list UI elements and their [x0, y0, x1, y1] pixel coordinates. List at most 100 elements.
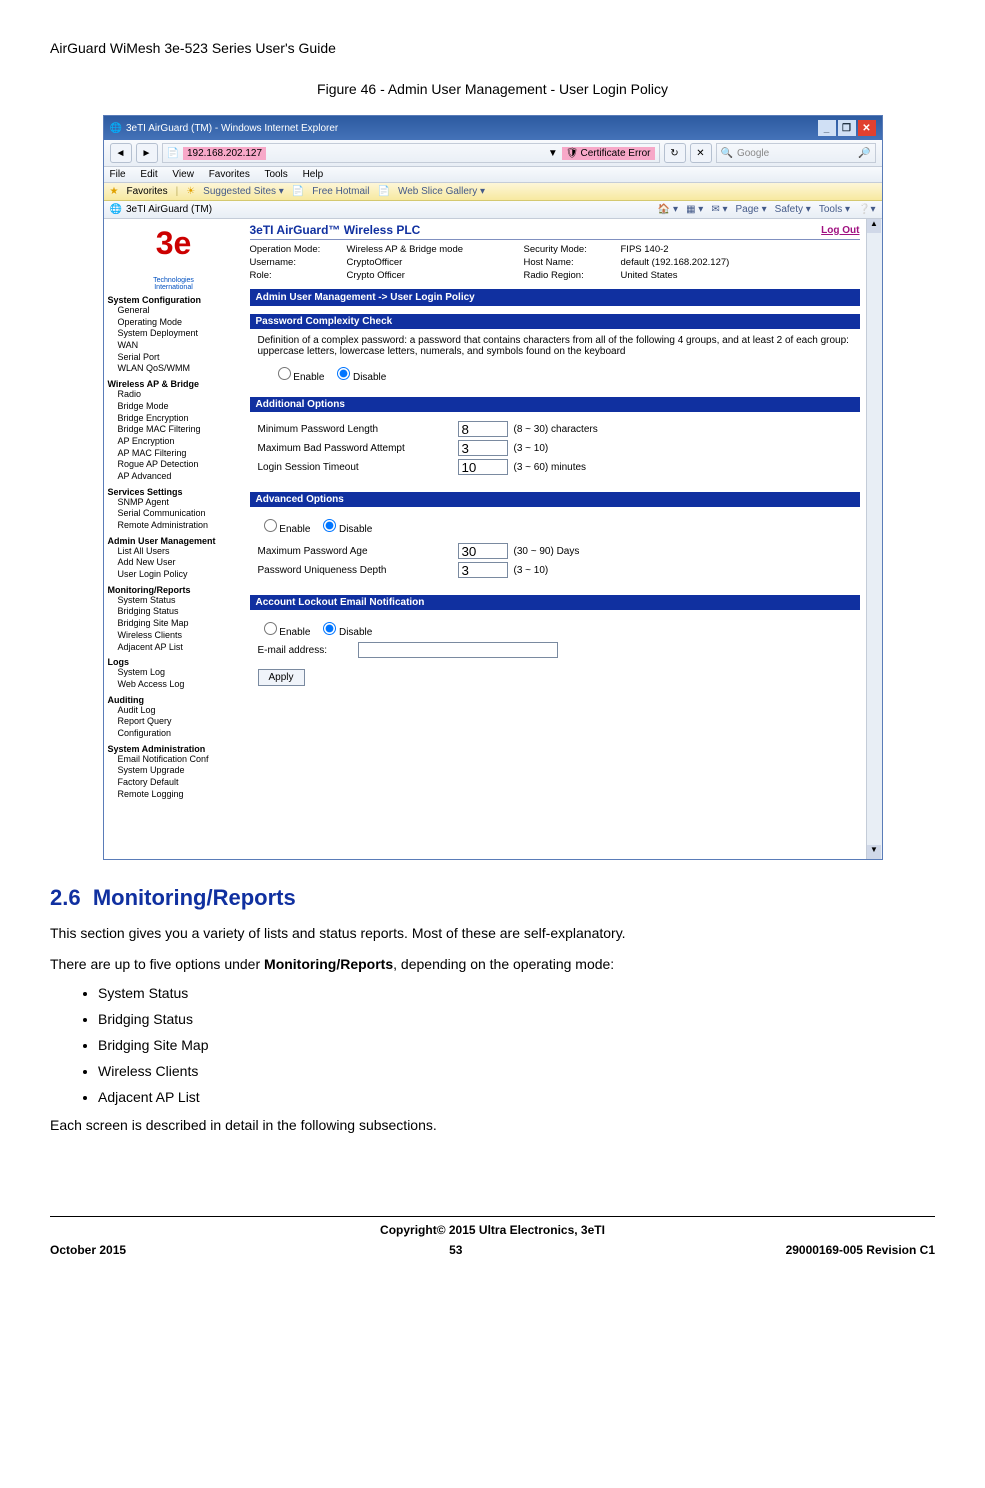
scroll-up-icon[interactable]: ▲	[867, 219, 881, 233]
page-menu[interactable]: Page ▾	[736, 204, 767, 215]
menu-view[interactable]: View	[172, 169, 194, 180]
menu-edit[interactable]: Edit	[140, 169, 157, 180]
list-item: Bridging Status	[98, 1011, 935, 1027]
help-icon[interactable]: ❔▾	[858, 204, 875, 215]
dropdown-icon[interactable]: ▼	[548, 148, 558, 159]
web-slice-link[interactable]: Web Slice Gallery ▾	[398, 186, 485, 197]
sidebar-item[interactable]: System Upgrade	[108, 765, 240, 777]
min-len-input[interactable]	[458, 421, 508, 437]
divider-icon: |	[176, 186, 179, 197]
body-para-1: This section gives you a variety of list…	[50, 923, 935, 944]
window-title: 3eTI AirGuard (TM) - Windows Internet Ex…	[126, 123, 338, 134]
logout-link[interactable]: Log Out	[821, 225, 859, 236]
cert-error-badge[interactable]: 🛡 Certificate Error	[562, 147, 655, 160]
sidebar-item[interactable]: System Log	[108, 667, 240, 679]
uniq-input[interactable]	[458, 562, 508, 578]
menu-help[interactable]: Help	[303, 169, 324, 180]
sidebar-group: Auditing	[108, 695, 240, 705]
sidebar-item[interactable]: WLAN QoS/WMM	[108, 363, 240, 375]
sidebar-item[interactable]: AP Advanced	[108, 471, 240, 483]
pwd-disable-radio[interactable]: Disable	[337, 372, 386, 383]
op-mode-value: Wireless AP & Bridge mode	[347, 244, 522, 255]
refresh-button[interactable]: ↻	[664, 143, 686, 163]
max-bad-input[interactable]	[458, 440, 508, 456]
timeout-label: Login Session Timeout	[258, 462, 458, 473]
stop-button[interactable]: ✕	[690, 143, 712, 163]
list-item: Bridging Site Map	[98, 1037, 935, 1053]
sidebar-item[interactable]: Bridging Site Map	[108, 618, 240, 630]
scrollbar[interactable]: ▲ ▼	[866, 219, 882, 859]
search-placeholder: Google	[737, 148, 769, 159]
max-bad-label: Maximum Bad Password Attempt	[258, 443, 458, 454]
adv-enable-radio[interactable]: Enable	[264, 524, 311, 535]
home-icon[interactable]: 🏠 ▾	[658, 204, 678, 215]
sidebar-item[interactable]: Remote Administration	[108, 520, 240, 532]
sidebar-item[interactable]: Email Notification Conf	[108, 754, 240, 766]
sidebar-item[interactable]: System Status	[108, 595, 240, 607]
sidebar-item[interactable]: Serial Port	[108, 352, 240, 364]
sidebar-group: Logs	[108, 657, 240, 667]
pwd-enable-radio[interactable]: Enable	[278, 372, 325, 383]
menu-tools[interactable]: Tools	[264, 169, 287, 180]
menu-favorites[interactable]: Favorites	[209, 169, 250, 180]
tools-menu[interactable]: Tools ▾	[819, 204, 850, 215]
tab-title[interactable]: 3eTI AirGuard (TM)	[126, 204, 212, 215]
star-icon[interactable]: ★	[110, 186, 119, 197]
email-input[interactable]	[358, 642, 558, 658]
scroll-down-icon[interactable]: ▼	[867, 845, 881, 859]
max-age-hint: (30 ~ 90) Days	[514, 546, 580, 557]
list-item: Adjacent AP List	[98, 1089, 935, 1105]
timeout-input[interactable]	[458, 459, 508, 475]
sidebar-item[interactable]: Configuration	[108, 728, 240, 740]
sidebar-item[interactable]: AP Encryption	[108, 436, 240, 448]
sidebar-item[interactable]: List All Users	[108, 546, 240, 558]
sidebar-item[interactable]: WAN	[108, 340, 240, 352]
cert-error-text: Certificate Error	[580, 148, 650, 159]
sidebar-item[interactable]: Remote Logging	[108, 789, 240, 801]
lock-disable-radio[interactable]: Disable	[323, 627, 372, 638]
free-hotmail-link[interactable]: Free Hotmail	[312, 186, 369, 197]
favorites-bar: ★ Favorites | ☀ Suggested Sites ▾ 📄 Free…	[104, 183, 882, 201]
sidebar-item[interactable]: Radio	[108, 389, 240, 401]
sidebar-item[interactable]: Operating Mode	[108, 317, 240, 329]
search-go-icon[interactable]: 🔎	[858, 148, 870, 159]
sidebar-item[interactable]: Bridge Mode	[108, 401, 240, 413]
close-button[interactable]: ✕	[858, 120, 876, 136]
sidebar-item[interactable]: System Deployment	[108, 328, 240, 340]
sidebar-item[interactable]: Bridge MAC Filtering	[108, 424, 240, 436]
sidebar-item[interactable]: Serial Communication	[108, 508, 240, 520]
max-age-input[interactable]	[458, 543, 508, 559]
sidebar-item[interactable]: Bridge Encryption	[108, 413, 240, 425]
search-box[interactable]: 🔍 Google 🔎	[716, 143, 876, 163]
address-bar[interactable]: 📄 192.168.202.127 ▼ 🛡 Certificate Error	[162, 143, 660, 163]
sec-mode-label: Security Mode:	[524, 244, 619, 255]
sidebar-item[interactable]: Report Query	[108, 716, 240, 728]
sidebar-item[interactable]: Web Access Log	[108, 679, 240, 691]
sidebar-item[interactable]: Adjacent AP List	[108, 642, 240, 654]
minimize-button[interactable]: _	[818, 120, 836, 136]
lock-enable-radio[interactable]: Enable	[264, 627, 311, 638]
sidebar-item[interactable]: Factory Default	[108, 777, 240, 789]
sidebar-item[interactable]: Rogue AP Detection	[108, 459, 240, 471]
footer-rev: 29000169-005 Revision C1	[786, 1243, 935, 1257]
menu-file[interactable]: File	[110, 169, 126, 180]
adv-disable-radio[interactable]: Disable	[323, 524, 372, 535]
sidebar-item[interactable]: AP MAC Filtering	[108, 448, 240, 460]
sidebar-item[interactable]: Add New User	[108, 557, 240, 569]
list-item: Wireless Clients	[98, 1063, 935, 1079]
sidebar-item[interactable]: SNMP Agent	[108, 497, 240, 509]
sidebar-item[interactable]: Audit Log	[108, 705, 240, 717]
apply-button[interactable]: Apply	[258, 669, 305, 686]
sidebar-item[interactable]: Wireless Clients	[108, 630, 240, 642]
maximize-button[interactable]: ❐	[838, 120, 856, 136]
sidebar-item[interactable]: User Login Policy	[108, 569, 240, 581]
favorites-label[interactable]: Favorites	[126, 186, 167, 197]
sidebar-item[interactable]: General	[108, 305, 240, 317]
safety-menu[interactable]: Safety ▾	[775, 204, 811, 215]
mail-icon[interactable]: ✉ ▾	[711, 204, 727, 215]
feed-icon[interactable]: ▦ ▾	[686, 204, 703, 215]
suggested-sites-link[interactable]: Suggested Sites ▾	[203, 186, 284, 197]
forward-button[interactable]: ►	[136, 143, 158, 163]
sidebar-item[interactable]: Bridging Status	[108, 606, 240, 618]
back-button[interactable]: ◄	[110, 143, 132, 163]
